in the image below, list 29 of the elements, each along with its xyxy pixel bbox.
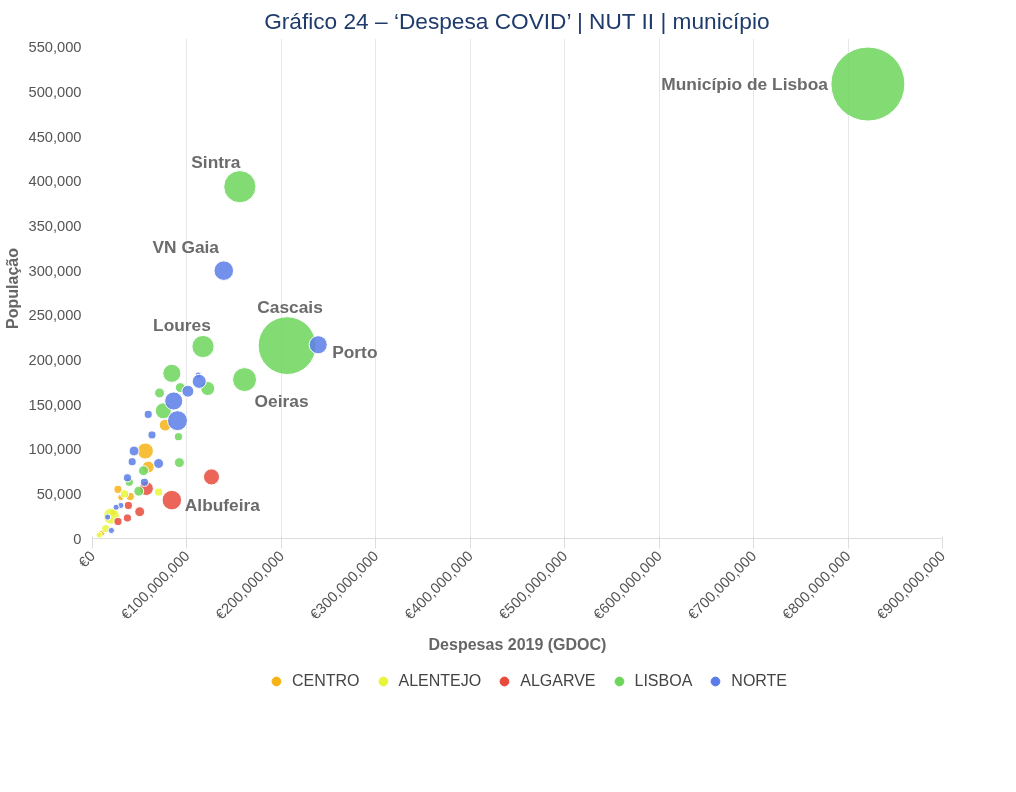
x-tick-label: €0: [75, 547, 99, 571]
y-tick-label: 300,000: [28, 262, 82, 279]
y-tick-label: 200,000: [28, 351, 82, 368]
legend-label: ALGARVE: [520, 672, 596, 690]
legend-label: LISBOA: [634, 672, 693, 690]
y-tick-label: 100,000: [28, 441, 82, 458]
y-tick-label: 550,000: [28, 39, 82, 56]
x-axis-title: Despesas 2019 (GDOC): [428, 636, 607, 654]
legend-label: NORTE: [731, 672, 788, 690]
legend-label: ALENTEJO: [398, 672, 482, 690]
annotation: Município de Lisboa: [661, 74, 829, 95]
annotation: Porto: [332, 341, 378, 362]
y-tick-label: 50,000: [36, 485, 82, 502]
annotation: Loures: [153, 314, 211, 335]
chart-title: Gráfico 24 – ‘Despesa COVID’ | NUT II | município: [264, 7, 770, 34]
y-tick-label: 150,000: [28, 396, 82, 413]
annotation: Oeiras: [254, 390, 309, 411]
annotation: Cascais: [257, 296, 323, 317]
y-tick-label: 500,000: [28, 84, 82, 101]
legend-label: CENTRO: [291, 672, 360, 690]
annotation: VN Gaia: [152, 236, 220, 257]
y-tick-label: 350,000: [28, 218, 82, 234]
y-tick-label: 400,000: [28, 173, 82, 190]
y-tick-label: 450,000: [28, 128, 82, 145]
y-axis-title: População: [3, 247, 21, 329]
annotation: Sintra: [191, 151, 241, 172]
y-tick-label: 0: [73, 530, 82, 547]
annotation: Albufeira: [184, 495, 261, 516]
y-tick-label: 250,000: [28, 307, 82, 324]
